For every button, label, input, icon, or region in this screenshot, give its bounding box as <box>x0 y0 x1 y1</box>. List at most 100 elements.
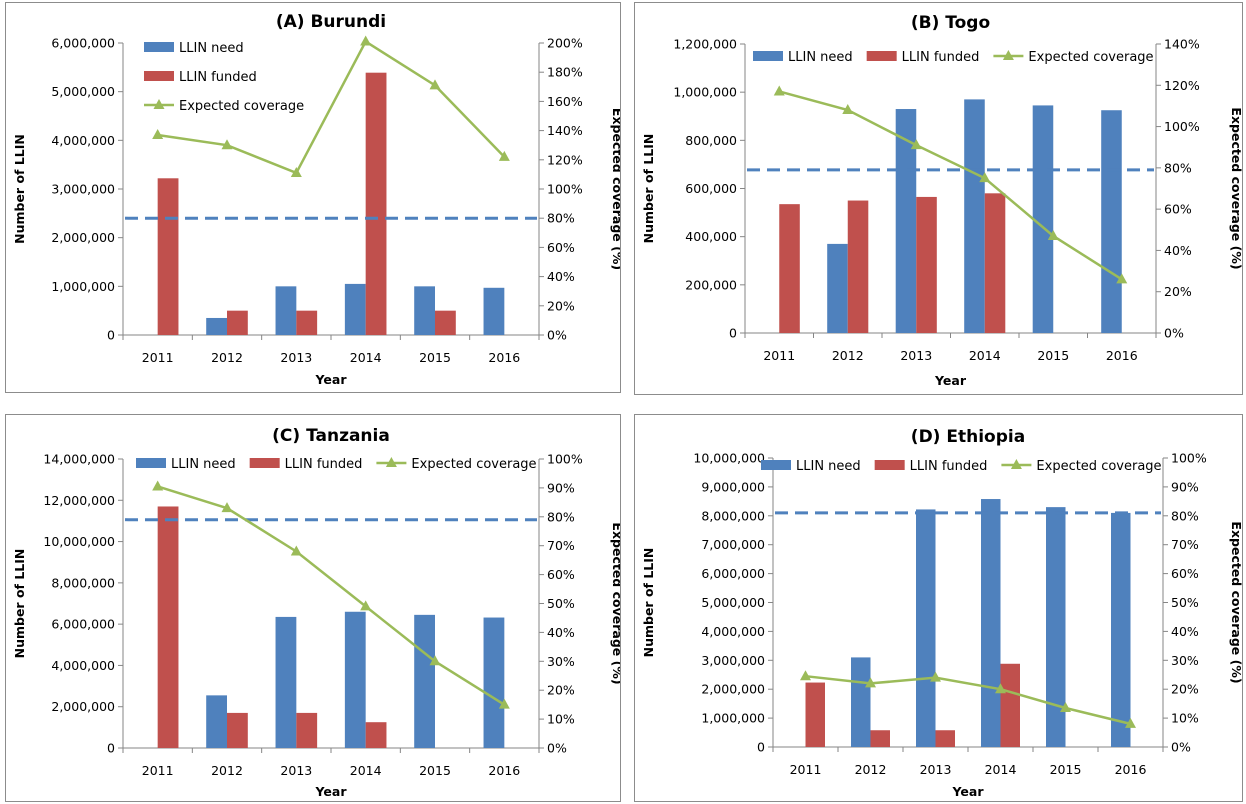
legend-marker-expected-coverage <box>1002 50 1014 60</box>
legend-label: Expected coverage <box>411 457 536 472</box>
y-tick-label: 400,000 <box>685 229 737 244</box>
bar-llin-funded <box>227 310 248 335</box>
marker-expected-coverage <box>1116 273 1128 284</box>
bar-llin-need <box>1111 512 1131 747</box>
y2-tick-label: 20% <box>1171 682 1199 697</box>
y2-tick-label: 80% <box>1171 508 1199 523</box>
y2-tick-label: 20% <box>547 298 575 313</box>
marker-expected-coverage <box>498 150 510 161</box>
x-tick-label: 2012 <box>855 762 887 777</box>
legend-swatch-llin-need <box>761 460 791 470</box>
bar-llin-funded <box>435 310 456 335</box>
marker-expected-coverage <box>290 545 302 556</box>
y-tick-label: 1,000,000 <box>701 711 765 726</box>
bar-llin-need <box>275 286 297 335</box>
x-tick-label: 2013 <box>920 762 952 777</box>
x-axis-label: Year <box>934 373 967 388</box>
x-tick-label: 2015 <box>1037 348 1069 363</box>
y-tick-label: 4,000,000 <box>51 133 115 148</box>
legend-marker-expected-coverage <box>1010 459 1022 469</box>
x-tick-label: 2016 <box>1106 348 1138 363</box>
y2-tick-label: 0% <box>1171 740 1191 755</box>
x-axis-label: Year <box>952 784 985 799</box>
bar-llin-need <box>206 695 227 748</box>
chart-title: (B) Togo <box>911 13 990 33</box>
y2-tick-label: 120% <box>1164 78 1200 93</box>
legend-label: Expected coverage <box>1036 459 1161 474</box>
bar-llin-funded <box>157 506 179 748</box>
y-tick-label: 6,000,000 <box>51 36 115 51</box>
y2-tick-label: 100% <box>1164 119 1200 134</box>
x-tick-label: 2012 <box>832 348 864 363</box>
y2-axis-label: Expected coverage (%) <box>610 108 620 270</box>
y2-tick-label: 140% <box>547 123 583 138</box>
x-axis-label: Year <box>315 372 348 387</box>
y-tick-label: 0 <box>729 326 737 341</box>
legend-label: LLIN funded <box>179 70 257 85</box>
y-tick-label: 1,000,000 <box>51 279 115 294</box>
chart-title: (A) Burundi <box>276 12 386 32</box>
bar-llin-funded <box>296 310 318 335</box>
marker-expected-coverage <box>152 480 164 491</box>
legend-label: LLIN funded <box>902 50 980 65</box>
y2-tick-label: 10% <box>547 712 575 727</box>
line-expected-coverage <box>157 39 506 175</box>
y-tick-label: 4,000,000 <box>701 624 765 639</box>
bar-llin-need <box>827 243 848 333</box>
legend-label: LLIN need <box>796 459 861 474</box>
legend-marker-expected-coverage <box>153 99 165 109</box>
y2-tick-label: 30% <box>1171 653 1199 668</box>
bar-llin-funded <box>805 682 825 747</box>
y2-tick-label: 70% <box>547 538 575 553</box>
legend-label: LLIN funded <box>910 459 988 474</box>
y-tick-label: 200,000 <box>685 277 737 292</box>
y2-tick-label: 180% <box>547 65 583 80</box>
x-tick-label: 2014 <box>350 763 382 778</box>
y-tick-label: 10,000,000 <box>43 534 115 549</box>
marker-expected-coverage <box>429 79 441 90</box>
line-expected-coverage <box>157 485 505 706</box>
x-tick-label: 2011 <box>142 763 174 778</box>
x-tick-label: 2013 <box>900 348 932 363</box>
y-axis-label: Number of LLIN <box>641 134 656 244</box>
bar-llin-funded <box>935 730 955 747</box>
legend-label: LLIN funded <box>285 457 363 472</box>
bar-llin-funded <box>1000 663 1020 747</box>
x-tick-label: 2014 <box>969 348 1001 363</box>
y-tick-label: 9,000,000 <box>701 479 765 494</box>
y2-tick-label: 40% <box>547 625 575 640</box>
legend-label: LLIN need <box>179 41 244 56</box>
y2-tick-label: 50% <box>547 596 575 611</box>
legend-swatch-llin-funded <box>144 71 174 81</box>
marker-expected-coverage <box>152 128 164 139</box>
marker-expected-coverage <box>290 166 302 177</box>
y2-tick-label: 120% <box>547 152 583 167</box>
y2-axis-label: Expected coverage (%) <box>610 522 620 684</box>
y2-tick-label: 100% <box>547 452 583 467</box>
y2-axis-label: Expected coverage (%) <box>1229 107 1242 269</box>
marker-expected-coverage <box>979 172 991 183</box>
y2-tick-label: 0% <box>547 741 567 756</box>
bar-llin-need <box>206 317 227 335</box>
y2-axis-label: Expected coverage (%) <box>1229 521 1242 683</box>
marker-expected-coverage <box>842 104 854 115</box>
x-axis-label: Year <box>315 784 348 799</box>
x-tick-label: 2011 <box>142 350 174 365</box>
x-tick-label: 2012 <box>211 350 243 365</box>
legend-swatch-llin-funded <box>866 51 897 61</box>
bar-llin-need <box>895 109 917 334</box>
legend-label: Expected coverage <box>1028 50 1153 65</box>
y2-tick-label: 60% <box>547 567 575 582</box>
bar-llin-need <box>851 657 871 747</box>
y2-tick-label: 40% <box>1164 243 1192 258</box>
y-tick-label: 8,000,000 <box>51 575 115 590</box>
chart-svg-togo: (B) Togo 0 200,000 400,000 600,000 800,000 1,0… <box>641 13 1242 388</box>
y-tick-label: 1,200,000 <box>673 37 737 52</box>
marker-expected-coverage <box>930 671 941 682</box>
chart-panel-tanzania: (C) Tanzania 0 2,000,000 4,000,000 6,000,000… <box>5 414 621 802</box>
chart-svg-ethiopia: (D) Ethiopia 0 1,000,000 2,000,000 3,000,000… <box>641 427 1242 799</box>
x-tick-label: 2015 <box>419 350 451 365</box>
chart-svg-tanzania: (C) Tanzania 0 2,000,000 4,000,000 6,000,000… <box>12 426 620 799</box>
bar-llin-need <box>344 283 366 335</box>
line-expected-coverage <box>778 90 1123 281</box>
